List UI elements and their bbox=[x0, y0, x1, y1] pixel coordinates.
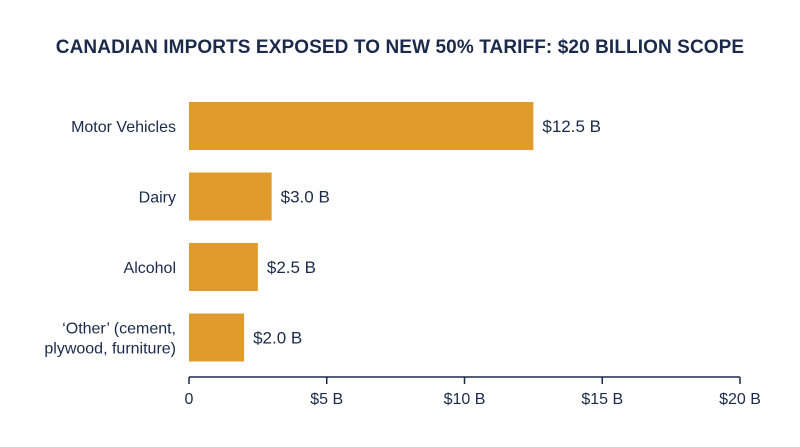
x-tick-label-0: 0 bbox=[185, 391, 194, 408]
value-label-1: $3.0 B bbox=[281, 188, 330, 207]
category-label-3-line-0: ‘Other’ (cement, bbox=[62, 321, 176, 338]
bar-3 bbox=[189, 313, 245, 362]
bar-2 bbox=[189, 243, 258, 291]
value-label-0: $12.5 B bbox=[542, 117, 601, 136]
category-label-0: Motor Vehicles bbox=[71, 119, 176, 136]
x-tick-label-3: $15 B bbox=[581, 391, 623, 408]
bar-1 bbox=[189, 172, 272, 221]
x-tick-label-4: $20 B bbox=[719, 391, 761, 408]
bar-0 bbox=[189, 102, 534, 150]
category-label-2: Alcohol bbox=[124, 260, 176, 277]
chart-title: CANADIAN IMPORTS EXPOSED TO NEW 50% TARI… bbox=[55, 37, 745, 58]
value-label-2: $2.5 B bbox=[267, 258, 316, 277]
category-label-3-line-1: plywood, furniture) bbox=[44, 341, 176, 358]
value-label-3: $2.0 B bbox=[253, 329, 302, 348]
x-tick-label-1: $5 B bbox=[310, 391, 343, 408]
category-label-1: Dairy bbox=[139, 190, 176, 207]
x-tick-label-2: $10 B bbox=[444, 391, 486, 408]
